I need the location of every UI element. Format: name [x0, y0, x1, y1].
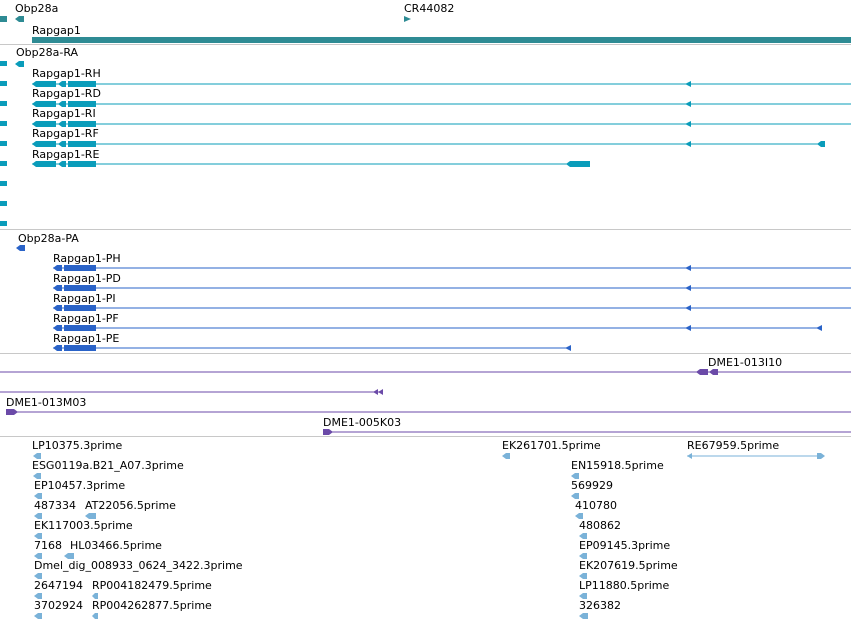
- rapgap1-re-glyph[interactable]: [32, 161, 590, 167]
- est-2647194-label[interactable]: 2647194: [34, 579, 83, 592]
- rapgap1-gene-label[interactable]: Rapgap1: [32, 24, 81, 37]
- rapgap1-pe-label[interactable]: Rapgap1-PE: [53, 332, 119, 345]
- obp28a-ra-glyph[interactable]: [15, 61, 24, 67]
- cr44082-gene-label[interactable]: CR44082: [404, 2, 454, 15]
- est-480862-label[interactable]: 480862: [579, 519, 621, 532]
- track-marker: [0, 81, 7, 86]
- dme1-005k03-label[interactable]: DME1-005K03: [323, 416, 401, 429]
- rapgap1-ph-glyph[interactable]: [53, 265, 851, 271]
- clone-left-glyph[interactable]: [0, 389, 383, 395]
- est-480862-glyph[interactable]: [579, 533, 587, 539]
- est-track: LP10375.3prime ESG0119a.B21_A07.3prime E…: [32, 439, 825, 619]
- est-rp004262877-label[interactable]: RP004262877.5prime: [92, 599, 212, 612]
- rapgap1-rh-label[interactable]: Rapgap1-RH: [32, 67, 101, 80]
- rapgap1-rf-label[interactable]: Rapgap1-RF: [32, 127, 99, 140]
- est-410780-label[interactable]: 410780: [575, 499, 617, 512]
- est-ep10457-label[interactable]: EP10457.3prime: [34, 479, 125, 492]
- rapgap1-rf-glyph[interactable]: [32, 141, 825, 147]
- est-rp004182479-label[interactable]: RP004182479.5prime: [92, 579, 212, 592]
- est-487334-glyph[interactable]: [34, 513, 42, 519]
- est-569929-label[interactable]: 569929: [571, 479, 613, 492]
- rapgap1-ri-label[interactable]: Rapgap1-RI: [32, 107, 96, 120]
- est-ep10457-glyph[interactable]: [34, 493, 42, 499]
- est-dmel-dig-label[interactable]: Dmel_dig_008933_0624_3422.3prime: [34, 559, 243, 572]
- track-marker: [0, 101, 7, 106]
- est-re67959-glyph[interactable]: [687, 453, 825, 459]
- track-marker: [0, 121, 7, 126]
- track-marker: [0, 181, 7, 186]
- rapgap1-re-label[interactable]: Rapgap1-RE: [32, 148, 99, 161]
- track-marker: [0, 221, 7, 226]
- est-rp004182479-glyph[interactable]: [92, 593, 98, 599]
- est-esg0119a-glyph[interactable]: [33, 473, 41, 479]
- est-lp10375-glyph[interactable]: [33, 453, 41, 459]
- est-lp11880-label[interactable]: LP11880.5prime: [579, 579, 670, 592]
- est-ek261701-glyph[interactable]: [502, 453, 510, 459]
- est-at22056-label[interactable]: AT22056.5prime: [85, 499, 176, 512]
- rapgap1-pd-label[interactable]: Rapgap1-PD: [53, 272, 121, 285]
- track-marker: [0, 161, 7, 166]
- track-marker: [0, 201, 7, 206]
- obp28a-pa-glyph[interactable]: [16, 245, 25, 251]
- rapgap1-pf-glyph[interactable]: [53, 325, 822, 331]
- est-7168-glyph[interactable]: [34, 553, 42, 559]
- est-3702924-label[interactable]: 3702924: [34, 599, 83, 612]
- est-ek207619-glyph[interactable]: [579, 573, 587, 579]
- gene-marker-left: [0, 16, 7, 22]
- dme1-013m03-label[interactable]: DME1-013M03: [6, 396, 86, 409]
- gene-track: Obp28a CR44082 Rapgap1: [0, 2, 851, 43]
- track-marker: [0, 141, 7, 146]
- track-marker: [0, 61, 7, 66]
- rapgap1-rh-glyph[interactable]: [32, 81, 851, 87]
- dme1-013m03-glyph[interactable]: [6, 409, 851, 415]
- transcript-track: Obp28a-RA Rapgap1-RH Rapgap1-RD Rapgap1-…: [0, 46, 851, 226]
- est-re67959-label[interactable]: RE67959.5prime: [687, 439, 779, 452]
- rapgap1-pf-label[interactable]: Rapgap1-PF: [53, 312, 119, 325]
- obp28a-gene-label[interactable]: Obp28a: [15, 2, 58, 15]
- est-7168-label[interactable]: 7168: [34, 539, 62, 552]
- est-3702924-glyph[interactable]: [34, 613, 42, 619]
- est-rp004262877-glyph[interactable]: [92, 613, 98, 619]
- est-ep09145-glyph[interactable]: [579, 553, 587, 559]
- est-326382-label[interactable]: 326382: [579, 599, 621, 612]
- est-hl03466-glyph[interactable]: [64, 553, 74, 559]
- rapgap1-rd-label[interactable]: Rapgap1-RD: [32, 87, 101, 100]
- est-2647194-glyph[interactable]: [34, 593, 42, 599]
- rapgap1-pi-glyph[interactable]: [53, 305, 851, 311]
- obp28a-pa-label[interactable]: Obp28a-PA: [18, 232, 79, 245]
- dme1-005k03-glyph[interactable]: [323, 429, 851, 435]
- est-lp11880-glyph[interactable]: [579, 593, 587, 599]
- est-en15918-label[interactable]: EN15918.5prime: [571, 459, 664, 472]
- est-en15918-glyph[interactable]: [571, 473, 579, 479]
- rapgap1-pi-label[interactable]: Rapgap1-PI: [53, 292, 116, 305]
- est-ek207619-label[interactable]: EK207619.5prime: [579, 559, 678, 572]
- rapgap1-ri-glyph[interactable]: [32, 121, 851, 127]
- obp28a-gene-glyph[interactable]: [15, 16, 24, 22]
- clone-track: DME1-013I10 DME1-013M03 DME1-005K03: [0, 356, 851, 435]
- est-410780-glyph[interactable]: [575, 513, 583, 519]
- est-487334-label[interactable]: 487334: [34, 499, 76, 512]
- dme1-013i10-glyph[interactable]: [0, 369, 851, 375]
- est-esg0119a-label[interactable]: ESG0119a.B21_A07.3prime: [32, 459, 184, 472]
- est-hl03466-label[interactable]: HL03466.5prime: [70, 539, 162, 552]
- est-ek117003-glyph[interactable]: [34, 533, 42, 539]
- est-at22056-glyph[interactable]: [85, 513, 96, 519]
- est-lp10375-label[interactable]: LP10375.3prime: [32, 439, 123, 452]
- obp28a-ra-label[interactable]: Obp28a-RA: [16, 46, 79, 59]
- rapgap1-ph-label[interactable]: Rapgap1-PH: [53, 252, 121, 265]
- rapgap1-rd-glyph[interactable]: [32, 101, 851, 107]
- dme1-013i10-label[interactable]: DME1-013I10: [708, 356, 782, 369]
- est-ek117003-label[interactable]: EK117003.5prime: [34, 519, 133, 532]
- rapgap1-gene-glyph[interactable]: [32, 37, 851, 43]
- rapgap1-pe-glyph[interactable]: [53, 345, 571, 351]
- protein-track: Obp28a-PA Rapgap1-PH Rapgap1-PD Rapgap1-…: [16, 232, 851, 351]
- cr44082-gene-glyph[interactable]: [404, 16, 411, 22]
- est-dmel-dig-glyph[interactable]: [34, 573, 42, 579]
- rapgap1-pd-glyph[interactable]: [53, 285, 851, 291]
- est-ep09145-label[interactable]: EP09145.3prime: [579, 539, 670, 552]
- est-ek261701-label[interactable]: EK261701.5prime: [502, 439, 601, 452]
- est-326382-glyph[interactable]: [579, 613, 588, 619]
- est-569929-glyph[interactable]: [571, 493, 579, 499]
